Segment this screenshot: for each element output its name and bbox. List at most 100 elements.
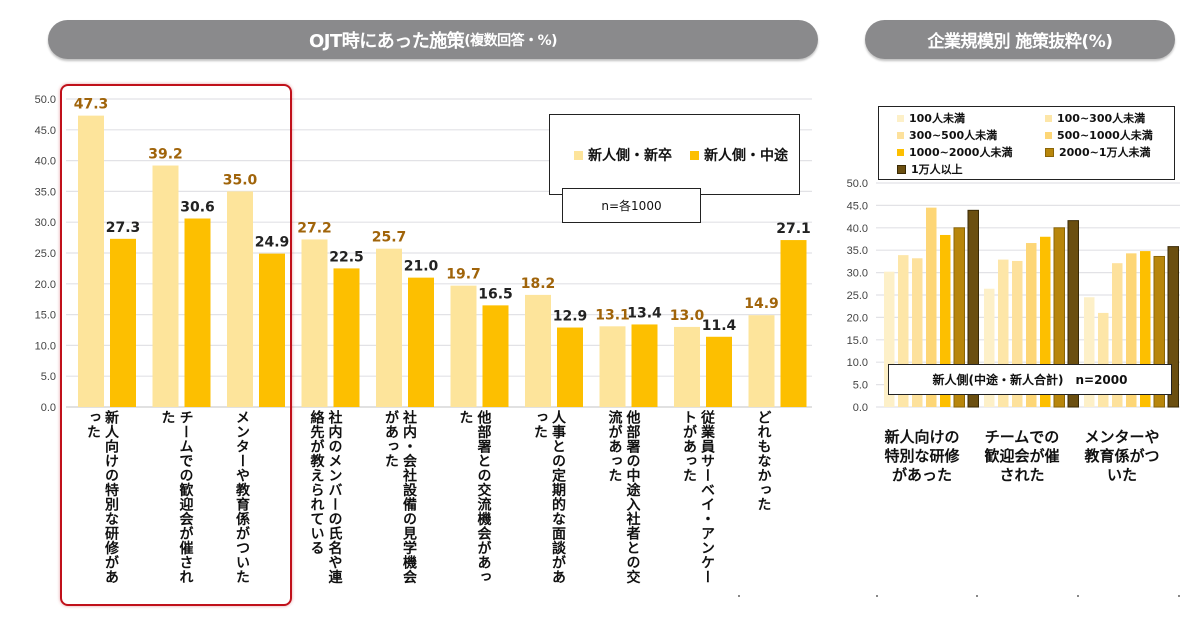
x-category-label: メンターや教育係がついた (1074, 428, 1170, 485)
y-tick-label: 5.0 (41, 371, 56, 383)
legend-swatch (897, 131, 904, 139)
x-category-label: 他部署の中途入社者との交流があった (606, 410, 641, 584)
data-label: 47.3 (74, 97, 109, 113)
x-category-label: メンターや教育係がついた (234, 410, 250, 584)
data-label: 24.9 (255, 235, 290, 251)
data-label: 13.0 (670, 308, 705, 324)
bar-mid-career (184, 218, 211, 407)
x-category-label-line: 特別な研修 (884, 447, 960, 465)
x-category-label-line: 歓迎会が催 (984, 447, 1060, 465)
data-label: 22.5 (329, 249, 364, 265)
bar-size-5 (1053, 227, 1065, 408)
y-tick-label: 15.0 (847, 335, 868, 347)
highlight-box (60, 84, 292, 606)
data-label: 13.1 (595, 307, 630, 323)
data-label: 39.2 (148, 147, 183, 163)
y-tick-label: 25.0 (35, 248, 56, 260)
bar-mid-career (557, 327, 583, 407)
x-category-label-line: いた (1106, 466, 1137, 484)
bar-mid-career (706, 336, 732, 407)
bar-new-grad (450, 285, 477, 407)
x-category-label-line: 教育係がつ (1084, 447, 1160, 465)
bar-mid-career (259, 253, 285, 407)
bar-size-0 (884, 271, 895, 407)
data-label: 27.2 (297, 220, 332, 236)
legend-label: 2000~1万人未満 (1059, 146, 1151, 159)
y-tick-label: 50.0 (35, 94, 56, 106)
bar-mid-career (780, 240, 807, 407)
x-category-label: 従業員サーベイ・アンケートがあった (681, 410, 715, 584)
bar-mid-career (110, 238, 136, 407)
bar-size-3 (1126, 253, 1137, 407)
y-tick-label: 0.0 (853, 402, 868, 414)
data-label: 27.3 (106, 220, 141, 236)
x-category-label-line: された (999, 466, 1045, 484)
bar-size-6 (1067, 220, 1079, 408)
data-label: 27.1 (776, 221, 811, 237)
legend-swatch (1045, 147, 1054, 157)
bar-size-2 (1112, 263, 1123, 407)
legend-swatch (1045, 131, 1052, 139)
legend-label: 300~500人未満 (909, 129, 998, 142)
legend-item-mid-career: 新人側・中途 (690, 145, 788, 165)
bar-size-2 (1012, 260, 1023, 407)
x-category-label: チームでの歓迎会が催された (974, 428, 1070, 485)
bar-mid-career (482, 305, 509, 407)
bar-size-5 (953, 227, 965, 408)
left-chart-title-main: OJT時にあった施策 (308, 30, 465, 52)
bar-new-grad (376, 248, 402, 407)
data-label: 30.6 (180, 200, 215, 216)
legend-label: 100~300人未満 (1057, 112, 1146, 125)
bar-size-4 (940, 234, 951, 407)
legend-label: 1万人以上 (911, 163, 963, 176)
x-category-label-line: メンターや (1084, 428, 1160, 446)
bar-size-6 (1167, 246, 1179, 408)
decorative-dot (876, 595, 878, 597)
y-tick-label: 35.0 (35, 186, 56, 198)
legend-swatch (574, 150, 583, 160)
y-tick-label: 45.0 (35, 125, 56, 137)
y-tick-label: 0.0 (41, 402, 56, 414)
legend-label: 新人側・新卒 (588, 148, 672, 164)
y-tick-label: 35.0 (847, 245, 868, 257)
bar-new-grad (227, 191, 253, 407)
legend-label: 100人未満 (909, 112, 965, 125)
bar-size-0 (984, 288, 995, 407)
right-chart-title: 企業規模別 施策抜粋(%) (865, 20, 1175, 59)
bar-mid-career (333, 268, 360, 407)
y-tick-label: 40.0 (35, 156, 56, 168)
bar-new-grad (152, 165, 179, 407)
decorative-dot (1077, 595, 1079, 597)
legend-item: 100人未満 (897, 110, 965, 126)
bar-mid-career (631, 324, 658, 407)
left-chart-title: OJT時にあった施策 (複数回答・%) (48, 20, 818, 59)
y-tick-label: 30.0 (35, 217, 56, 229)
legend-item: 300~500人未満 (897, 127, 997, 143)
bar-size-0 (1084, 297, 1095, 407)
left-legend: 新人側・新卒 新人側・中途 (549, 114, 800, 195)
data-label: 13.4 (627, 305, 662, 321)
data-label: 12.9 (553, 309, 588, 325)
bar-mid-career (408, 277, 434, 407)
y-tick-label: 20.0 (847, 312, 868, 324)
bar-new-grad (525, 294, 551, 407)
legend-swatch (897, 114, 904, 122)
decorative-dot (1178, 595, 1180, 597)
bar-new-grad (301, 239, 328, 407)
legend-item: 1000~2000人未満 (897, 144, 1012, 160)
legend-swatch (690, 150, 699, 160)
bar-size-6 (967, 209, 979, 408)
legend-swatch (1045, 114, 1052, 122)
legend-item: 1万人以上 (897, 161, 963, 177)
bar-size-3 (1026, 243, 1037, 407)
x-category-label-line: があった (891, 466, 952, 484)
legend-item: 2000~1万人未満 (1045, 144, 1151, 160)
y-tick-label: 10.0 (847, 357, 868, 369)
legend-swatch (897, 164, 906, 174)
x-category-label: 社内のメンバーの氏名や連絡先が教えられている (308, 410, 343, 584)
y-tick-label: 10.0 (35, 340, 56, 352)
x-category-label: 他部署との交流機会があった (457, 410, 492, 584)
left-sample-note: n=各1000 (562, 188, 701, 223)
data-label: 35.0 (223, 172, 258, 188)
